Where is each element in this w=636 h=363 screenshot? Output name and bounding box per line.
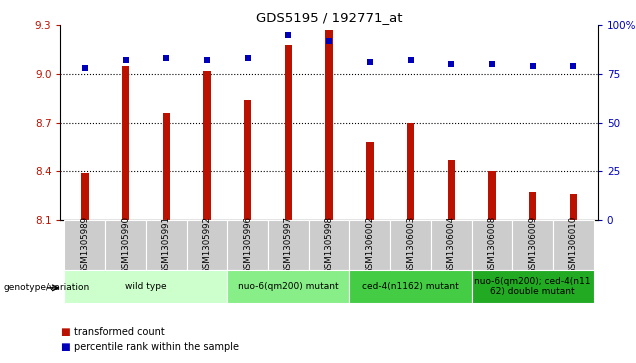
- Bar: [431, 220, 472, 270]
- Bar: [570, 194, 577, 220]
- Bar: [146, 220, 186, 270]
- Text: GSM1305998: GSM1305998: [324, 216, 334, 274]
- Bar: [448, 160, 455, 220]
- Point: [120, 57, 130, 63]
- Point: [446, 61, 457, 67]
- Text: nuo-6(qm200); ced-4(n11
62) double mutant: nuo-6(qm200); ced-4(n11 62) double mutan…: [474, 277, 591, 297]
- Text: GSM1306003: GSM1306003: [406, 216, 415, 274]
- Bar: [227, 220, 268, 270]
- Bar: [326, 30, 333, 220]
- Bar: [350, 270, 472, 303]
- Bar: [472, 270, 594, 303]
- Text: nuo-6(qm200) mutant: nuo-6(qm200) mutant: [238, 282, 339, 291]
- Bar: [366, 142, 373, 220]
- Bar: [268, 220, 308, 270]
- Bar: [186, 220, 227, 270]
- Point: [528, 63, 538, 69]
- Point: [283, 32, 293, 38]
- Text: GSM1305991: GSM1305991: [162, 216, 171, 274]
- Bar: [472, 220, 513, 270]
- Text: transformed count: transformed count: [74, 327, 165, 337]
- Text: GSM1306004: GSM1306004: [446, 216, 456, 274]
- Bar: [105, 220, 146, 270]
- Text: ■: ■: [60, 342, 70, 352]
- Bar: [244, 100, 251, 220]
- Point: [365, 60, 375, 65]
- Bar: [308, 220, 350, 270]
- Text: GSM1305997: GSM1305997: [284, 216, 293, 274]
- Title: GDS5195 / 192771_at: GDS5195 / 192771_at: [256, 11, 403, 24]
- Text: wild type: wild type: [125, 282, 167, 291]
- Point: [202, 57, 212, 63]
- Bar: [553, 220, 594, 270]
- Text: GSM1305990: GSM1305990: [121, 216, 130, 274]
- Text: genotype/variation: genotype/variation: [3, 284, 90, 292]
- Point: [487, 61, 497, 67]
- Text: ■: ■: [60, 327, 70, 337]
- Bar: [227, 270, 350, 303]
- Bar: [204, 71, 211, 220]
- Bar: [163, 113, 170, 220]
- Bar: [350, 220, 391, 270]
- Bar: [122, 66, 129, 220]
- Point: [161, 56, 171, 61]
- Point: [406, 57, 416, 63]
- Text: GSM1306009: GSM1306009: [529, 216, 537, 274]
- Point: [569, 63, 579, 69]
- Point: [242, 56, 252, 61]
- Text: GSM1306002: GSM1306002: [365, 216, 375, 274]
- Text: GSM1306008: GSM1306008: [487, 216, 497, 274]
- Bar: [285, 45, 292, 220]
- Bar: [529, 192, 536, 220]
- Bar: [488, 171, 495, 220]
- Text: GSM1305989: GSM1305989: [80, 216, 89, 274]
- Bar: [513, 220, 553, 270]
- Bar: [81, 173, 88, 220]
- Text: GSM1306010: GSM1306010: [569, 216, 578, 274]
- Text: GSM1305992: GSM1305992: [202, 216, 212, 274]
- Point: [80, 65, 90, 71]
- Text: percentile rank within the sample: percentile rank within the sample: [74, 342, 239, 352]
- Bar: [391, 220, 431, 270]
- Bar: [64, 220, 105, 270]
- Bar: [64, 270, 227, 303]
- Point: [324, 38, 335, 44]
- Bar: [407, 123, 414, 220]
- Text: ced-4(n1162) mutant: ced-4(n1162) mutant: [362, 282, 459, 291]
- Text: GSM1305996: GSM1305996: [243, 216, 252, 274]
